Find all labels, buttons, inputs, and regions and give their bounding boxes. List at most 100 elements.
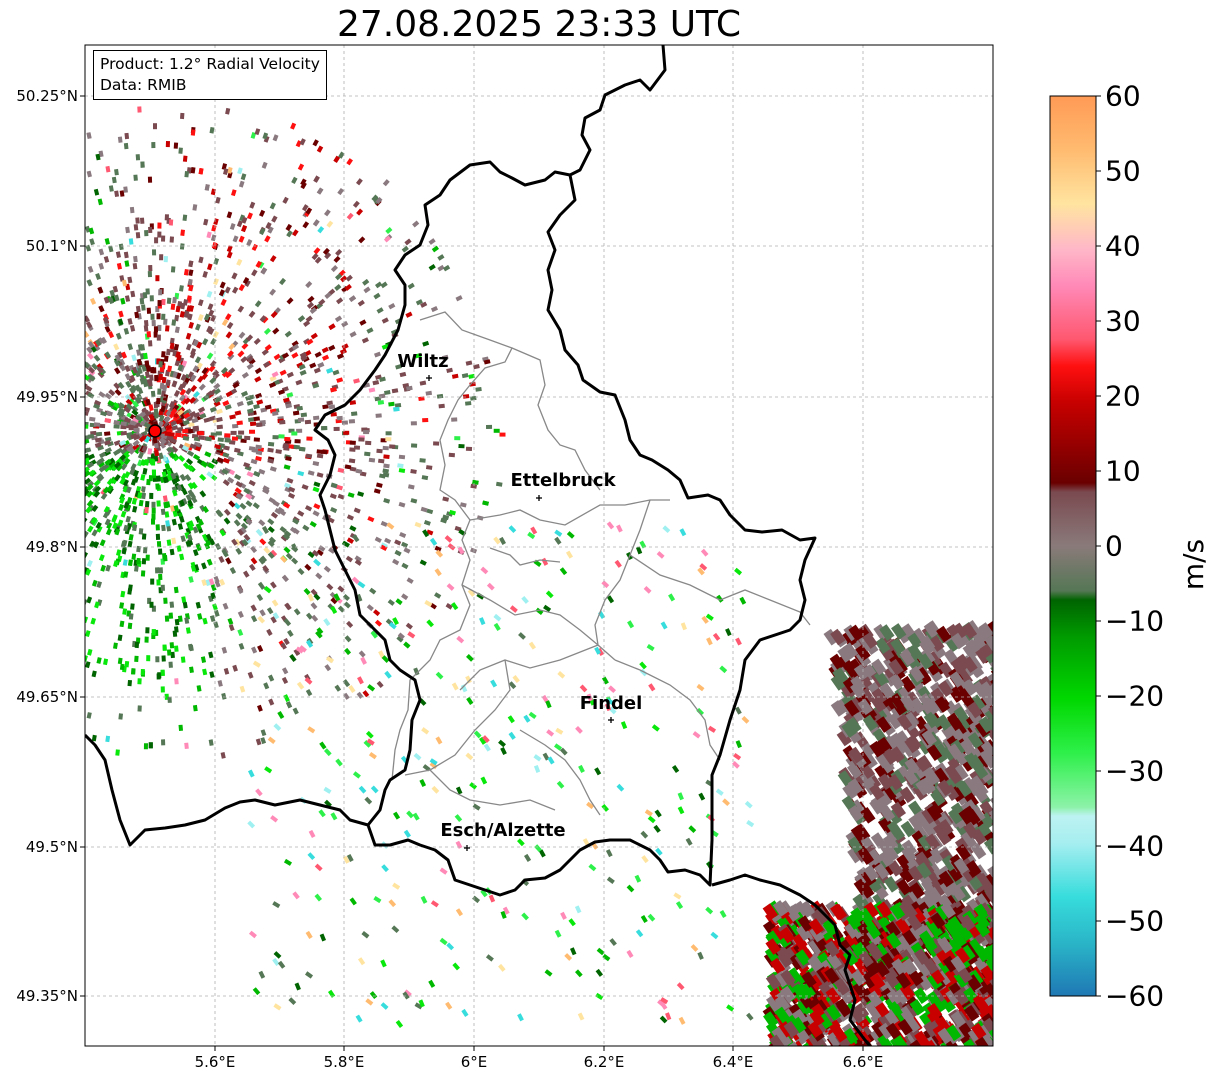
echo-pixel [176, 426, 184, 432]
radar-site-marker [148, 424, 162, 438]
echo-pixel [174, 314, 180, 322]
echo-pixel [294, 439, 301, 444]
echo-pixel [209, 360, 217, 368]
echo-pixel [85, 381, 88, 389]
echo-pixel [173, 586, 179, 594]
echo-pixel [98, 554, 105, 562]
echo-pixel [225, 331, 233, 339]
echo-pixel [410, 469, 417, 474]
echo-pixel [143, 352, 148, 360]
echo-pixel [114, 294, 120, 302]
echo-pixel [85, 661, 91, 669]
lat-tick-label: 50.25°N [16, 87, 78, 105]
echo-pixel [929, 1046, 944, 1063]
echo-pixel [131, 497, 138, 505]
echo-pixel [284, 436, 291, 442]
echo-pixel [85, 516, 88, 525]
echo-pixel [198, 435, 205, 441]
echo-pixel [157, 231, 162, 238]
echo-pixel [147, 340, 153, 347]
echo-pixel [322, 354, 330, 361]
echo-pixel [348, 419, 356, 424]
echo-pixel [260, 407, 268, 413]
echo-pixel [338, 151, 345, 159]
echo-pixel [253, 416, 260, 422]
echo-pixel [380, 438, 387, 443]
echo-pixel [118, 503, 125, 511]
echo-pixel [87, 648, 93, 656]
echo-pixel [316, 449, 323, 455]
echo-pixel [428, 264, 436, 271]
echo-pixel [401, 541, 409, 548]
echo-pixel [209, 671, 215, 678]
echo-pixel [304, 419, 312, 425]
echo-pixel [376, 680, 384, 689]
echo-pixel [154, 375, 159, 382]
echo-pixel [174, 359, 181, 367]
echo-pixel [96, 581, 103, 589]
echo-pixel [455, 295, 463, 302]
echo-pixel [207, 303, 214, 311]
echo-pixel [124, 660, 130, 668]
echo-pixel [131, 409, 139, 416]
echo-pixel [180, 112, 185, 120]
echo-pixel [316, 453, 324, 459]
echo-pixel [419, 559, 427, 566]
echo-pixel [446, 367, 453, 373]
echo-pixel [311, 549, 320, 557]
echo-pixel [85, 568, 92, 576]
lat-tick-label: 49.5°N [25, 838, 78, 856]
echo-pixel [356, 178, 363, 186]
echo-pixel [127, 540, 133, 548]
echo-pixel [313, 593, 321, 601]
echo-pixel [151, 459, 156, 466]
echo-pixel [158, 373, 163, 381]
echo-pixel [180, 656, 186, 663]
echo-pixel [119, 275, 125, 282]
echo-pixel [147, 176, 153, 183]
echo-pixel [169, 337, 175, 345]
echo-pixel [86, 712, 92, 719]
echo-pixel [216, 424, 223, 430]
echo-pixel [341, 420, 349, 425]
echo-pixel [267, 540, 275, 548]
echo-pixel [814, 1046, 829, 1063]
echo-pixel [919, 1044, 935, 1046]
echo-pixel [354, 559, 362, 566]
echo-pixel [361, 337, 369, 344]
echo-pixel [969, 1045, 985, 1046]
echo-pixel [93, 490, 101, 498]
echo-pixel [403, 547, 411, 554]
echo-pixel [269, 288, 277, 296]
echo-pixel [134, 641, 140, 649]
echo-pixel [91, 362, 99, 371]
echo-pixel [287, 444, 294, 449]
echo-pixel [105, 735, 111, 743]
colorbar-tick-label: −60 [1105, 979, 1165, 1013]
echo-pixel [148, 742, 153, 749]
echo-pixel [143, 319, 149, 327]
echo-pixel [263, 682, 270, 690]
echo-pixel [166, 539, 172, 546]
echo-pixel [221, 370, 229, 378]
echo-pixel [991, 818, 993, 836]
echo-pixel [125, 226, 130, 234]
city-label-esch: Esch/Alzette [440, 820, 566, 841]
echo-pixel [192, 454, 201, 461]
lat-tick-label: 49.8°N [25, 538, 78, 556]
echo-pixel [305, 453, 313, 459]
echo-pixel [357, 299, 365, 307]
echo-pixel [373, 488, 381, 494]
echo-pixel [104, 351, 112, 359]
echo-pixel [414, 521, 422, 528]
echo-pixel [104, 431, 111, 436]
echo-pixel [120, 297, 126, 305]
echo-pixel [141, 558, 147, 565]
echo-pixel [382, 179, 390, 187]
echo-pixel [141, 492, 146, 500]
echo-pixel [493, 428, 500, 433]
echo-pixel [117, 657, 123, 665]
echo-pixel [283, 397, 290, 403]
echo-pixel [180, 229, 186, 236]
echo-pixel [173, 343, 180, 351]
